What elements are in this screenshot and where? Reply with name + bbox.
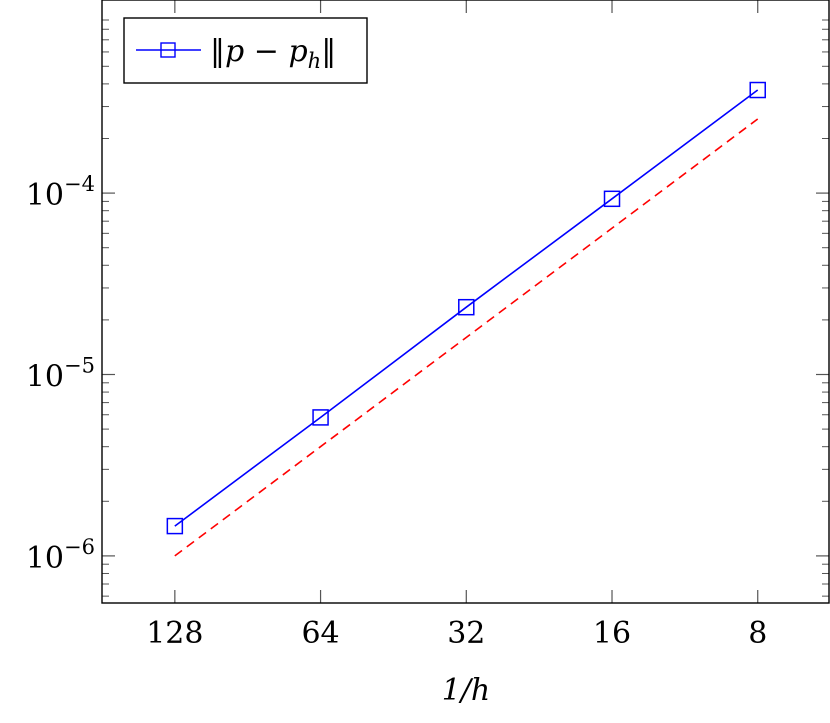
y-tick-label: 10−5: [26, 353, 95, 394]
y-tick-exponent: −5: [64, 353, 95, 377]
reference-slope-line: [174, 118, 759, 557]
x-axis-label: 1/h: [442, 673, 491, 708]
y-tick-exponent: −6: [64, 535, 95, 559]
legend-p: p: [225, 34, 244, 69]
y-minor-ticks: [102, 19, 829, 597]
data-point-marker: [603, 190, 621, 208]
error-series-line: [174, 89, 759, 527]
x-tick-label: 128: [146, 616, 203, 651]
y-major-ticks: 10−610−510−4: [26, 172, 829, 576]
legend-p-h: p: [288, 34, 307, 69]
x-tick-label: 64: [301, 616, 339, 651]
series-layer: [166, 81, 766, 557]
legend-subscript-h: h: [308, 49, 322, 73]
y-tick-label: 10−4: [26, 172, 95, 213]
legend-series-label: ‖p − ph‖: [210, 34, 336, 73]
data-point-marker: [749, 81, 766, 99]
data-point-marker: [312, 409, 329, 426]
y-tick-label: 10−6: [26, 535, 95, 576]
data-point-marker: [166, 517, 184, 535]
y-tick-base: 10: [26, 178, 64, 213]
x-tick-label: 8: [748, 616, 767, 651]
y-tick-exponent: −4: [64, 172, 95, 196]
plot-frame: [101, 0, 830, 604]
y-tick-base: 10: [26, 359, 64, 394]
data-point-marker: [458, 298, 475, 316]
x-ticks: 128 64 32 16 8: [146, 0, 767, 651]
legend-norm-close: ‖: [321, 34, 336, 69]
x-tick-label: 16: [593, 616, 631, 651]
y-tick-base: 10: [26, 541, 64, 576]
legend-square-marker: [160, 42, 176, 58]
legend: ‖p − ph‖: [123, 17, 368, 84]
x-tick-label: 32: [447, 616, 485, 651]
legend-minus: −: [244, 34, 288, 69]
legend-norm-open: ‖: [210, 34, 225, 69]
